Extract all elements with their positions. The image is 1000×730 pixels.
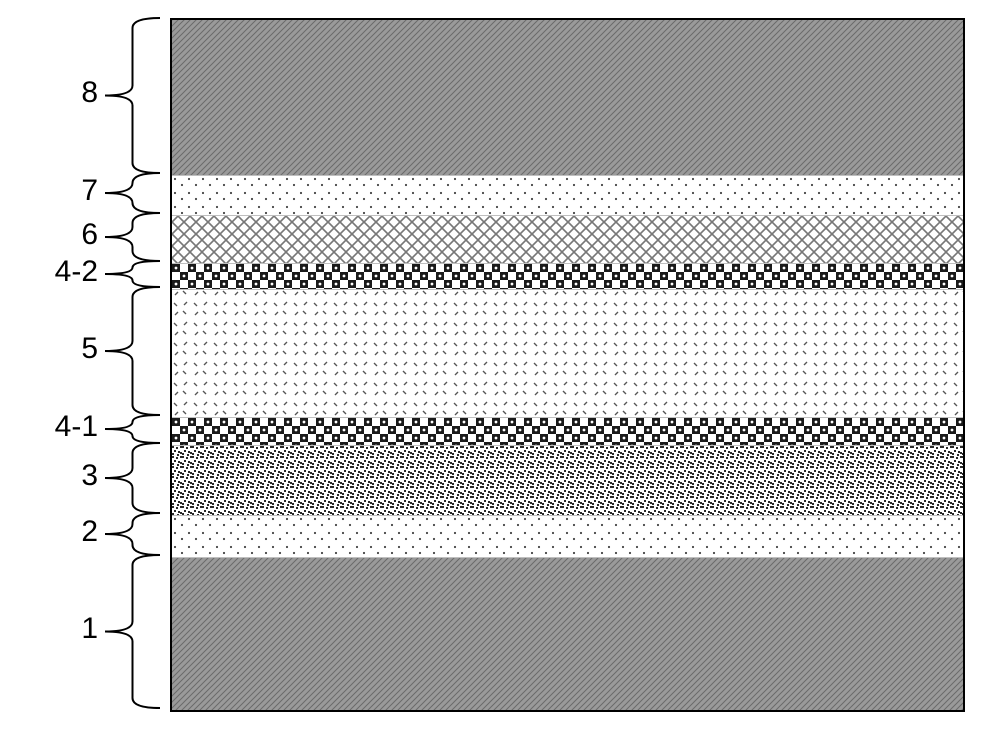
layer-bracket-3: [105, 443, 160, 513]
layer-1: [172, 557, 963, 710]
layer-bracket-5: [105, 287, 160, 415]
layer-2: [172, 515, 963, 557]
layer-6: [172, 215, 963, 263]
layer-4-1: [172, 417, 963, 445]
layer-label-4-2: 4-2: [55, 255, 98, 289]
layer-label-4-1: 4-1: [55, 410, 98, 444]
layer-label-7: 7: [81, 174, 98, 208]
layer-bracket-2: [105, 513, 160, 555]
layer-8: [172, 20, 963, 175]
layer-label-8: 8: [81, 76, 98, 110]
layer-label-2: 2: [81, 515, 98, 549]
layer-bracket-6: [105, 213, 160, 261]
layer-5: [172, 289, 963, 417]
layer-label-5: 5: [81, 332, 98, 366]
layer-bracket-1: [105, 555, 160, 708]
layer-label-3: 3: [81, 459, 98, 493]
layer-label-1: 1: [81, 612, 98, 646]
layer-label-6: 6: [81, 218, 98, 252]
layer-bracket-7: [105, 173, 160, 213]
layer-bracket-8: [105, 18, 160, 173]
layer-bracket-4-2: [105, 261, 160, 287]
layer-stack-diagram: [170, 18, 965, 712]
layer-7: [172, 175, 963, 215]
layer-3: [172, 445, 963, 515]
layer-bracket-4-1: [105, 415, 160, 443]
layer-4-2: [172, 263, 963, 289]
